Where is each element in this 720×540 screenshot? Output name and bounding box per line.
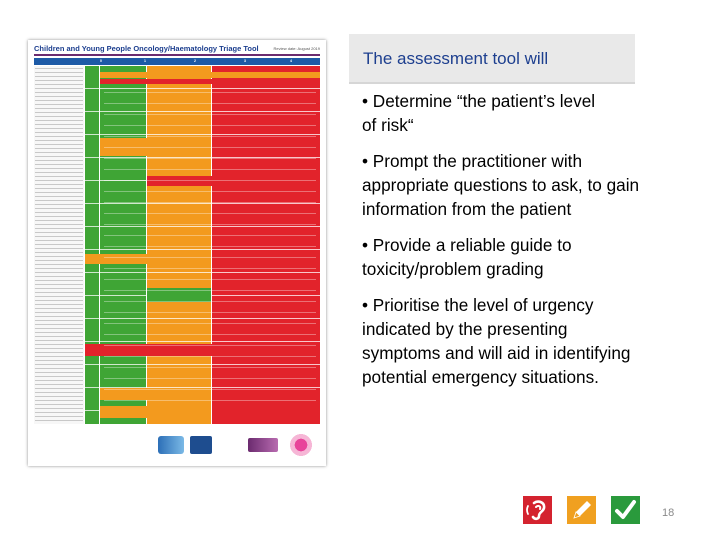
partner-logos: [34, 428, 320, 462]
document-review-date: Review date: August 2019: [273, 46, 320, 51]
pencil-icon: [567, 496, 596, 524]
cclg-logo: [190, 436, 212, 454]
grid-cell-amber-row-3: [100, 388, 211, 400]
grid-cell-red-band: [100, 79, 320, 84]
grade-label-1: 1: [144, 59, 146, 63]
grade-label-0: 0: [100, 59, 102, 63]
bullet-item-grading: • Provide a reliable guide to toxicity/p…: [362, 235, 572, 279]
grid-cell-amber-row: [100, 138, 211, 156]
grid-cell-red-band-2: [85, 344, 320, 356]
grid-row-lines: [85, 66, 320, 424]
ear-icon: [523, 496, 552, 524]
bullet-item-urgency: • Prioritise the level of urgency indica…: [362, 295, 631, 387]
slide-title: The assessment tool will: [363, 49, 549, 68]
grade-label-3: 3: [244, 59, 246, 63]
grid-header-row: [34, 58, 320, 65]
grid-cell-red-row: [147, 176, 320, 186]
grid-cell-amber-band: [100, 72, 320, 78]
bullet-list: • Determine “the patient’s level of risk…: [362, 89, 692, 401]
pencil-icon-glyph: [573, 501, 591, 519]
page-number: 18: [662, 507, 675, 519]
checkmark-icon-glyph: [615, 500, 636, 519]
grid-cell-amber-row-4: [100, 406, 211, 418]
grid-cell-green-row: [147, 288, 211, 302]
document-title: Children and Young People Oncology/Haema…: [34, 44, 259, 53]
bullet-item-prompt: • Prompt the practitioner with appropria…: [362, 151, 640, 219]
title-bar: The assessment tool will: [349, 34, 635, 84]
ukons-logo: [248, 438, 278, 452]
grid-cell-red-row-2: [212, 406, 320, 418]
triage-tool-document: Children and Young People Oncology/Haema…: [28, 40, 326, 466]
ear-icon-glyph: [526, 500, 546, 521]
grid-cell-amber-row-2: [85, 254, 211, 264]
grade-label-2: 2: [194, 59, 196, 63]
document-title-rule: [34, 54, 320, 56]
bullet-item-risk: • Determine “the patient’s level of risk…: [362, 91, 596, 135]
grade-label-4: 4: [290, 59, 292, 63]
triage-grid: 0 1 2 3 4: [34, 58, 320, 426]
grid-cell-text-stripes: [104, 86, 316, 406]
nhs-logo: [158, 436, 184, 454]
symptom-column-text: [35, 68, 83, 424]
star-logo: [290, 434, 312, 456]
checkmark-icon: [611, 496, 640, 524]
